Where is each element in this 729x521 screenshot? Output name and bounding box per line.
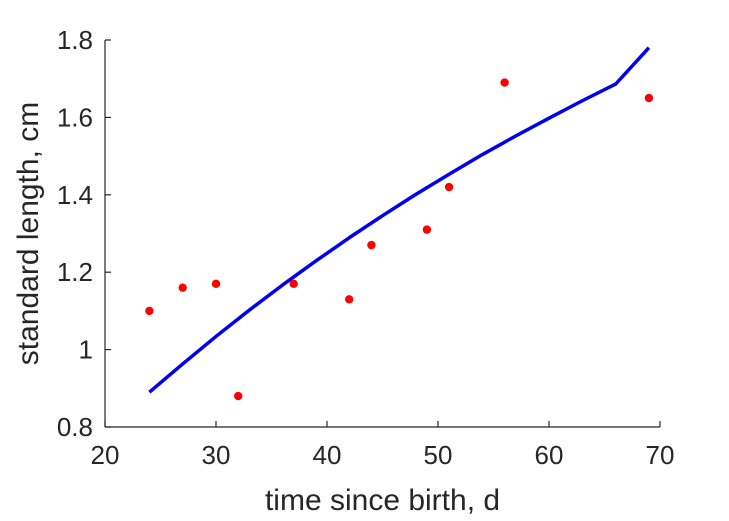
axes bbox=[104, 40, 660, 428]
y-tick-label: 1 bbox=[79, 335, 93, 365]
x-tick-label: 60 bbox=[535, 440, 564, 470]
data-point bbox=[145, 306, 154, 316]
data-point bbox=[211, 279, 221, 289]
y-axis-ticks: 0.8 1 1.2 1.4 1.6 1.8 bbox=[57, 25, 111, 442]
data-point bbox=[367, 240, 376, 250]
plot-area bbox=[145, 46, 654, 401]
data-point bbox=[422, 225, 432, 234]
y-tick-label: 1.4 bbox=[57, 180, 93, 210]
x-tick-label: 20 bbox=[91, 440, 120, 470]
data-point bbox=[289, 279, 298, 289]
data-point bbox=[500, 78, 509, 87]
x-axis-label: time since birth, d bbox=[265, 484, 500, 517]
y-tick-label: 1.8 bbox=[57, 25, 93, 55]
x-tick-label: 50 bbox=[424, 440, 453, 470]
y-axis-label: standard length, cm bbox=[12, 102, 45, 365]
data-point bbox=[444, 182, 454, 192]
data-point bbox=[234, 391, 243, 401]
data-point bbox=[345, 295, 354, 304]
x-tick-label: 30 bbox=[202, 440, 231, 470]
x-tick-label: 40 bbox=[313, 440, 342, 470]
x-tick-label: 70 bbox=[646, 440, 675, 470]
data-point bbox=[644, 93, 654, 103]
y-tick-label: 1.2 bbox=[57, 257, 93, 287]
y-tick-label: 1.6 bbox=[57, 102, 93, 132]
fit-curve-line bbox=[148, 46, 651, 394]
x-axis-ticks: 20 30 40 50 60 70 bbox=[91, 421, 675, 470]
y-tick-label: 0.8 bbox=[57, 412, 93, 442]
data-point bbox=[178, 283, 187, 292]
